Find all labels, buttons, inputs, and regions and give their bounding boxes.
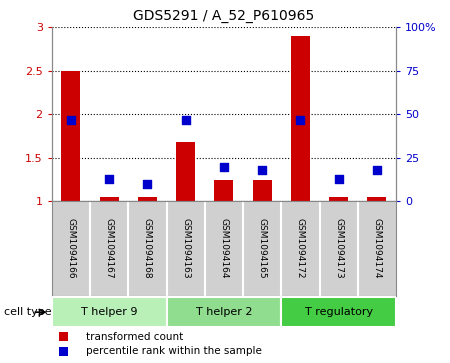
- Bar: [99, 197, 119, 201]
- Bar: [329, 197, 348, 201]
- FancyBboxPatch shape: [166, 298, 281, 327]
- Point: [374, 167, 381, 173]
- Text: GSM1094165: GSM1094165: [257, 218, 266, 279]
- Text: GSM1094172: GSM1094172: [296, 219, 305, 279]
- Point: [220, 164, 227, 170]
- Bar: [138, 197, 157, 201]
- FancyBboxPatch shape: [52, 298, 166, 327]
- Point: [105, 176, 112, 182]
- Text: GSM1094166: GSM1094166: [67, 218, 76, 279]
- Bar: [252, 180, 272, 201]
- FancyBboxPatch shape: [281, 298, 396, 327]
- Text: T regulatory: T regulatory: [305, 307, 373, 317]
- Point: [258, 167, 265, 173]
- Text: GSM1094168: GSM1094168: [143, 218, 152, 279]
- Point: [297, 117, 304, 122]
- Bar: [61, 71, 81, 201]
- Text: transformed count: transformed count: [86, 331, 184, 342]
- Text: GSM1094174: GSM1094174: [373, 219, 382, 279]
- Text: GSM1094164: GSM1094164: [220, 219, 228, 279]
- Text: T helper 9: T helper 9: [81, 307, 137, 317]
- Bar: [291, 36, 310, 201]
- Text: GSM1094173: GSM1094173: [334, 218, 343, 279]
- Point: [68, 117, 75, 122]
- Point: [144, 181, 151, 187]
- Text: GSM1094163: GSM1094163: [181, 218, 190, 279]
- Bar: [214, 180, 234, 201]
- Bar: [58, 332, 68, 341]
- Point: [335, 176, 342, 182]
- Bar: [58, 347, 68, 356]
- Text: cell type: cell type: [4, 307, 52, 317]
- Title: GDS5291 / A_52_P610965: GDS5291 / A_52_P610965: [133, 9, 315, 24]
- Bar: [176, 142, 195, 201]
- Point: [182, 117, 189, 122]
- Text: GSM1094167: GSM1094167: [104, 218, 113, 279]
- Text: T helper 2: T helper 2: [196, 307, 252, 317]
- Bar: [367, 197, 387, 201]
- Text: percentile rank within the sample: percentile rank within the sample: [86, 346, 262, 356]
